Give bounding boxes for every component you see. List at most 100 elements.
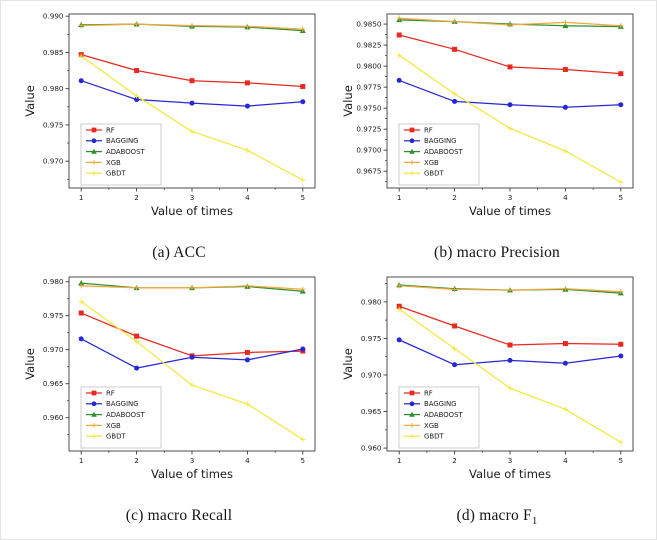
x-axis: 1 2 3 4 5 — [397, 188, 623, 202]
series-markers-XGB — [78, 21, 306, 32]
x-axis: 1 2 3 4 5 — [79, 188, 305, 202]
svg-text:XGB: XGB — [106, 159, 121, 167]
legend: RF BAGGING ADABOOST XGB GBDT — [398, 386, 480, 449]
svg-text:RF: RF — [106, 389, 115, 397]
y-axis-label: Value — [341, 348, 355, 380]
svg-text:0.960: 0.960 — [361, 443, 382, 452]
series-markers-GBDT — [396, 52, 624, 185]
svg-text:0.980: 0.980 — [43, 277, 64, 286]
svg-text:GBDT: GBDT — [424, 433, 444, 441]
svg-text:0.9700: 0.9700 — [356, 146, 382, 155]
svg-text:0.960: 0.960 — [43, 413, 64, 422]
svg-text:5: 5 — [619, 456, 624, 465]
svg-text:GBDT: GBDT — [106, 433, 126, 441]
acc-line-chart: 0.970 0.975 0.980 0.985 0.990 1 2 3 4 5 Value of t… — [23, 12, 316, 218]
svg-text:RF: RF — [106, 126, 115, 134]
series-markers-RF — [78, 310, 306, 359]
svg-text:0.970: 0.970 — [361, 370, 382, 379]
svg-text:4: 4 — [563, 456, 568, 465]
svg-text:XGB: XGB — [424, 159, 439, 167]
svg-text:0.975: 0.975 — [43, 120, 64, 129]
svg-text:ADABOOST: ADABOOST — [106, 411, 145, 419]
series-markers-BAGGING — [78, 78, 306, 109]
svg-text:4: 4 — [245, 456, 250, 465]
y-axis: 0.960 0.965 0.970 0.975 0.980 — [43, 277, 69, 436]
svg-text:2: 2 — [452, 193, 457, 202]
svg-text:XGB: XGB — [106, 422, 121, 430]
x-axis-label: Value of times — [469, 204, 551, 218]
subfigure-macro-f1: 0.960 0.965 0.970 0.975 0.980 1 2 3 4 5 Value of t… — [341, 269, 653, 527]
caption-macro-precision: (b) macro Precision — [341, 244, 653, 264]
svg-text:3: 3 — [508, 193, 513, 202]
svg-text:0.9825: 0.9825 — [356, 41, 381, 50]
svg-text:BAGGING: BAGGING — [424, 137, 457, 145]
caption-acc: (a) ACC — [23, 244, 335, 264]
svg-text:3: 3 — [190, 456, 195, 465]
svg-text:0.970: 0.970 — [43, 345, 64, 354]
series-markers-RF — [78, 52, 306, 89]
macro-f1-line-chart: 0.960 0.965 0.970 0.975 0.980 1 2 3 4 5 Value of t… — [341, 276, 634, 481]
series-markers-BAGGING — [396, 337, 624, 368]
svg-text:0.9775: 0.9775 — [356, 83, 381, 92]
y-axis: 0.960 0.965 0.970 0.975 0.980 — [361, 283, 387, 452]
y-axis-label: Value — [23, 348, 37, 380]
svg-text:0.980: 0.980 — [43, 84, 64, 93]
caption-subscript: 1 — [531, 515, 538, 528]
x-axis-label: Value of times — [151, 467, 233, 481]
caption-text: (b) macro Precision — [433, 244, 561, 261]
svg-text:0.990: 0.990 — [43, 12, 64, 21]
svg-text:4: 4 — [563, 193, 568, 202]
subfigure-acc: 0.970 0.975 0.980 0.985 0.990 1 2 3 4 5 Value of t… — [23, 6, 335, 264]
svg-text:ADABOOST: ADABOOST — [424, 148, 463, 156]
svg-text:2: 2 — [134, 193, 139, 202]
svg-text:BAGGING: BAGGING — [106, 400, 139, 408]
svg-text:1: 1 — [79, 456, 84, 465]
svg-text:0.9725: 0.9725 — [356, 125, 381, 134]
y-axis-label: Value — [23, 85, 37, 117]
svg-text:0.9800: 0.9800 — [356, 62, 382, 71]
series-markers-BAGGING — [396, 77, 624, 110]
svg-text:0.965: 0.965 — [361, 407, 382, 416]
legend: RF BAGGING ADABOOST XGB GBDT — [398, 123, 480, 186]
svg-text:1: 1 — [397, 456, 402, 465]
macro-precision-line-chart: 0.9675 0.9700 0.9725 0.9750 0.9775 0.9800 0.98… — [341, 13, 634, 218]
y-axis: 0.970 0.975 0.980 0.985 0.990 — [43, 12, 69, 180]
svg-text:0.975: 0.975 — [43, 311, 64, 320]
svg-text:0.970: 0.970 — [43, 157, 64, 166]
svg-text:RF: RF — [424, 389, 433, 397]
svg-text:2: 2 — [452, 456, 457, 465]
series-line-RF — [398, 305, 621, 346]
svg-text:RF: RF — [424, 126, 433, 134]
svg-text:0.980: 0.980 — [361, 297, 382, 306]
svg-text:5: 5 — [619, 193, 624, 202]
svg-text:5: 5 — [301, 193, 306, 202]
series-markers-GBDT — [78, 298, 306, 443]
svg-text:XGB: XGB — [424, 422, 439, 430]
svg-text:ADABOOST: ADABOOST — [106, 148, 145, 156]
y-axis: 0.9675 0.9700 0.9725 0.9750 0.9775 0.9800 0.98… — [356, 19, 387, 183]
caption-macro-recall: (c) macro Recall — [23, 507, 335, 527]
series-markers-GBDT — [78, 53, 306, 183]
series-markers-RF — [396, 303, 624, 348]
svg-text:ADABOOST: ADABOOST — [424, 411, 463, 419]
subfigure-macro-precision: 0.9675 0.9700 0.9725 0.9750 0.9775 0.9800 0.98… — [341, 6, 653, 264]
legend: RF BAGGING ADABOOST XGB GBDT — [80, 123, 162, 186]
svg-text:0.9675: 0.9675 — [356, 167, 381, 176]
x-axis-label: Value of times — [469, 467, 551, 481]
x-axis-label: Value of times — [151, 204, 233, 218]
svg-text:0.975: 0.975 — [361, 334, 382, 343]
caption-macro-f1: (d) macro F1 — [341, 507, 653, 527]
series-markers-BAGGING — [78, 336, 306, 371]
svg-text:4: 4 — [245, 193, 250, 202]
series-markers-XGB — [396, 283, 624, 295]
x-axis: 1 2 3 4 5 — [397, 451, 623, 465]
svg-text:0.9850: 0.9850 — [356, 19, 382, 28]
y-axis-label: Value — [341, 85, 355, 117]
subfigure-macro-recall: 0.960 0.965 0.970 0.975 0.980 1 2 3 4 5 Value of t… — [23, 269, 335, 527]
svg-text:0.9750: 0.9750 — [356, 104, 382, 113]
svg-text:0.985: 0.985 — [43, 48, 64, 57]
series-markers-GBDT — [396, 306, 624, 445]
series-markers-RF — [396, 32, 624, 77]
legend: RF BAGGING ADABOOST XGB GBDT — [80, 386, 162, 449]
